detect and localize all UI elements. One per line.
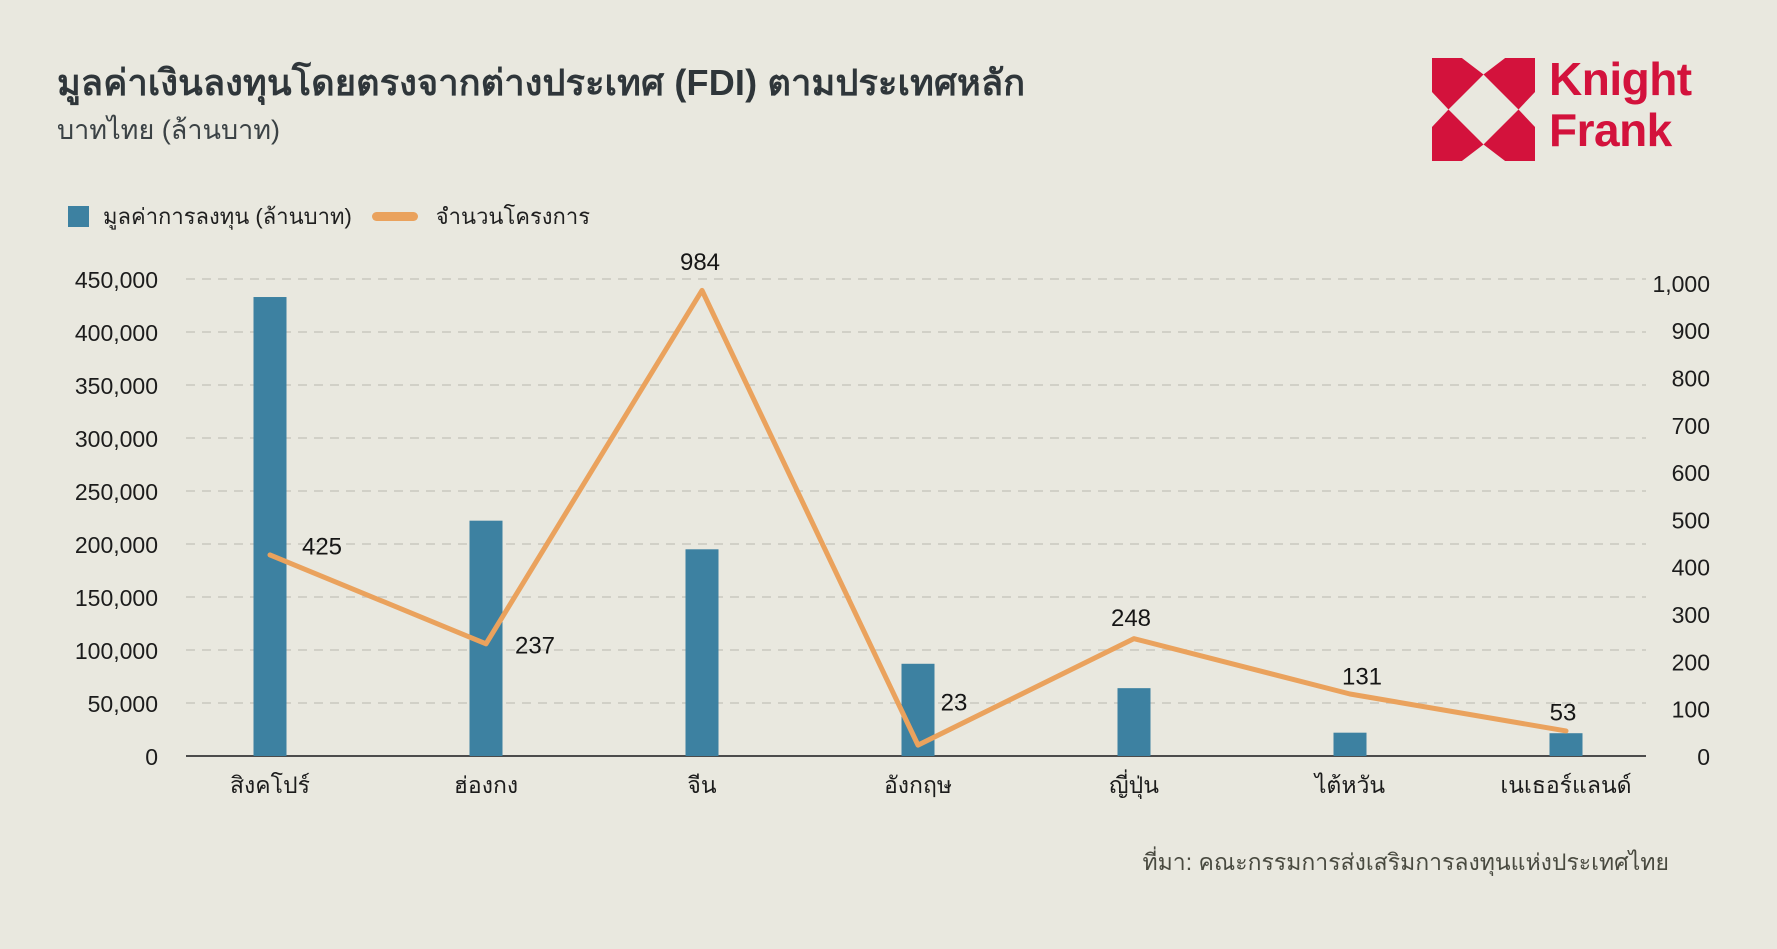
legend-bar-label: มูลค่าการลงทุน (ล้านบาท): [103, 204, 352, 229]
line-data-label-japan: 248: [1111, 605, 1151, 632]
x-axis-label-taiwan: ไต้หวัน: [1313, 772, 1386, 798]
bar-singapore: [253, 297, 287, 756]
page-subtitle: บาทไทย (ล้านบาท): [57, 115, 281, 145]
line-data-label-uk: 23: [941, 690, 968, 717]
right-axis-tick-label: 800: [1672, 365, 1710, 391]
logo-wordmark-line1: Knight: [1549, 53, 1692, 105]
bar-china: [685, 549, 719, 756]
right-axis-tick-label: 400: [1672, 555, 1710, 581]
x-axis-label-uk: อังกฤษ: [884, 772, 952, 798]
left-axis-tick-label: 450,000: [75, 267, 158, 293]
knight-frank-logo: Knight Frank: [1432, 54, 1692, 161]
x-axis-label-singapore: สิงคโปร์: [230, 772, 310, 798]
projects-line: [267, 287, 1569, 748]
left-axis-tick-label: 50,000: [88, 691, 158, 717]
line-data-label-china: 984: [680, 249, 720, 276]
right-axis-tick-label: 0: [1697, 744, 1710, 770]
bar-netherlands: [1549, 733, 1583, 756]
right-axis-tick-label: 700: [1672, 413, 1710, 439]
right-axis-tick-label: 500: [1672, 507, 1710, 533]
left-axis-tick-label: 400,000: [75, 320, 158, 346]
right-axis-tick-label: 1,000: [1652, 271, 1710, 297]
right-axis-tick-label: 200: [1672, 649, 1710, 675]
left-axis-tick-label: 150,000: [75, 585, 158, 611]
left-axis-tick-label: 350,000: [75, 373, 158, 399]
x-axis-label-japan: ญี่ปุ่น: [1109, 769, 1159, 799]
logo-petal: [1483, 58, 1535, 110]
legend-item-project-count: จำนวนโครงการ: [352, 199, 590, 234]
right-axis-tick-label: 300: [1672, 602, 1710, 628]
logo-petal: [1483, 109, 1535, 161]
legend-bar-swatch: [68, 206, 89, 227]
bar-japan: [1117, 688, 1151, 756]
logo-wordmark: Knight Frank: [1549, 54, 1692, 156]
left-axis-tick-label: 300,000: [75, 426, 158, 452]
left-axis-tick-label: 250,000: [75, 479, 158, 505]
line-data-label-hong-kong: 237: [515, 632, 555, 659]
left-axis-tick-label: 100,000: [75, 638, 158, 664]
left-axis-tick-label: 0: [145, 744, 158, 770]
legend-line-swatch: [371, 212, 418, 221]
bar-taiwan: [1333, 732, 1367, 756]
legend-item-investment-value: มูลค่าการลงทุน (ล้านบาท): [68, 199, 352, 234]
x-axis-label-china: จีน: [687, 772, 716, 798]
x-axis-label-hong-kong: ฮ่องกง: [454, 772, 518, 798]
right-axis-tick-label: 900: [1672, 318, 1710, 344]
source-note: ที่มา: คณะกรรมการส่งเสริมการลงทุนแห่งประ…: [1142, 849, 1669, 875]
logo-petal: [1432, 109, 1484, 161]
logo-wordmark-line2: Frank: [1549, 104, 1672, 156]
line-data-label-taiwan: 131: [1342, 664, 1382, 691]
knight-frank-mark-icon: [1432, 58, 1535, 161]
x-axis-label-netherlands: เนเธอร์แลนด์: [1500, 772, 1631, 798]
left-axis-tick-label: 200,000: [75, 532, 158, 558]
logo-petal: [1432, 58, 1484, 110]
page-title: มูลค่าเงินลงทุนโดยตรงจากต่างประเทศ (FDI)…: [57, 62, 1026, 103]
line-data-label-singapore: 425: [302, 533, 342, 560]
right-axis-tick-label: 600: [1672, 460, 1710, 486]
line-data-label-netherlands: 53: [1550, 699, 1577, 726]
right-axis-tick-label: 100: [1672, 697, 1710, 723]
legend-line-label: จำนวนโครงการ: [435, 204, 591, 229]
chart-legend: มูลค่าการลงทุน (ล้านบาท) จำนวนโครงการ: [68, 199, 590, 234]
